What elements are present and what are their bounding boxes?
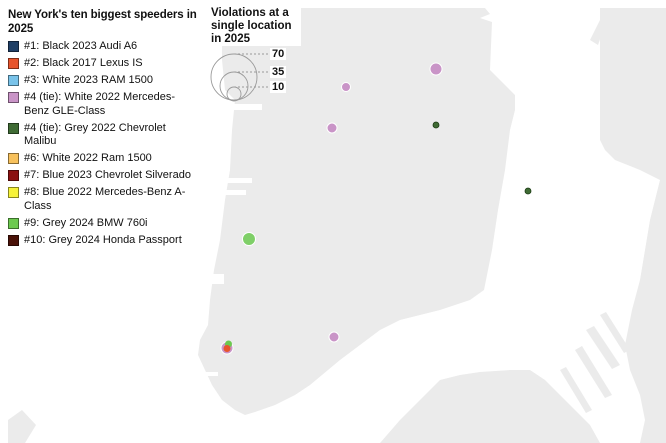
legend-item-label: #2: Black 2017 Lexus IS: [24, 57, 143, 69]
legend-item-label: #4 (tie): White 2022 Mercedes-Benz GLE-C…: [24, 91, 176, 117]
swatch-icon: [8, 187, 19, 198]
legend-item-chevrolet-malibu: #4 (tie): Grey 2022 Chevrolet Malibu: [8, 122, 198, 149]
violation-points[interactable]: [220, 62, 532, 355]
swatch-icon: [8, 92, 19, 103]
point-bmw-760i[interactable]: [242, 232, 256, 246]
size-label-70: 70: [270, 48, 287, 60]
swatch-icon: [8, 122, 19, 134]
legend-item-audi-a6: #1: Black 2023 Audi A6: [8, 40, 198, 54]
point-mercedes-gle[interactable]: [326, 122, 338, 134]
point-chevrolet-malibu[interactable]: [432, 121, 440, 129]
swatch-icon: [8, 153, 19, 164]
swatch-icon: [8, 41, 19, 52]
manhattan-landmass: [198, 8, 515, 415]
east-river-island: [590, 20, 606, 45]
point-lexus-is[interactable]: [223, 345, 231, 352]
point-mercedes-gle[interactable]: [429, 62, 443, 76]
legend-item-label: #6: White 2022 Ram 1500: [24, 152, 152, 164]
size-label-35: 35: [270, 66, 287, 78]
legend-item-label: #10: Grey 2024 Honda Passport: [24, 233, 182, 246]
swatch-icon: [8, 58, 19, 69]
queens-landmass: [600, 8, 666, 443]
legend-item-honda-passport: #10: Grey 2024 Honda Passport: [8, 234, 198, 248]
legend-item-mercedes-a-class: #8: Blue 2022 Mercedes-Benz A-Class: [8, 186, 198, 213]
legend-item-ram-1500-2022: #6: White 2022 Ram 1500: [8, 152, 198, 166]
piers: [560, 312, 630, 413]
brooklyn-landmass: [380, 370, 600, 443]
size-legend: Violations at a single location in 2025: [211, 7, 301, 47]
legend-item-chevrolet-silverado: #7: Blue 2023 Chevrolet Silverado: [8, 169, 198, 183]
point-mercedes-gle[interactable]: [328, 331, 340, 343]
legend-item-bmw-760i: #9: Grey 2024 BMW 760i: [8, 217, 198, 231]
vehicle-legend: New York's ten biggest speeders in 2025 …: [8, 8, 198, 251]
size-label-10: 10: [270, 81, 287, 93]
legend-item-mercedes-gle: #4 (tie): White 2022 Mercedes-Benz GLE-C…: [8, 91, 198, 118]
swatch-icon: [8, 234, 19, 246]
hudson-piers: [200, 104, 262, 376]
swatch-icon: [8, 75, 19, 86]
legend-item-lexus-is: #2: Black 2017 Lexus IS: [8, 57, 198, 71]
swatch-icon: [8, 217, 19, 229]
legend-item-label: #4 (tie): Grey 2022 Chevrolet Malibu: [24, 121, 166, 148]
legend-item-label: #1: Black 2023 Audi A6: [24, 40, 138, 52]
legend-item-label: #3: White 2023 RAM 1500: [24, 74, 154, 86]
size-legend-title: Violations at a single location in 2025: [211, 7, 301, 46]
legend-item-label: #9: Grey 2024 BMW 760i: [24, 216, 148, 229]
legend-title: New York's ten biggest speeders in 2025: [8, 9, 197, 35]
size-legend-bubbles: [210, 53, 270, 102]
legend-item-label: #7: Blue 2023 Chevrolet Silverado: [24, 169, 191, 181]
point-chevrolet-malibu[interactable]: [524, 187, 532, 195]
legend-item-ram-1500-2023: #3: White 2023 RAM 1500: [8, 74, 198, 88]
swatch-icon: [8, 170, 19, 181]
legend-item-label: #8: Blue 2022 Mercedes-Benz A-Class: [24, 186, 186, 212]
point-mercedes-gle[interactable]: [341, 82, 351, 92]
governors-island: [8, 410, 36, 443]
